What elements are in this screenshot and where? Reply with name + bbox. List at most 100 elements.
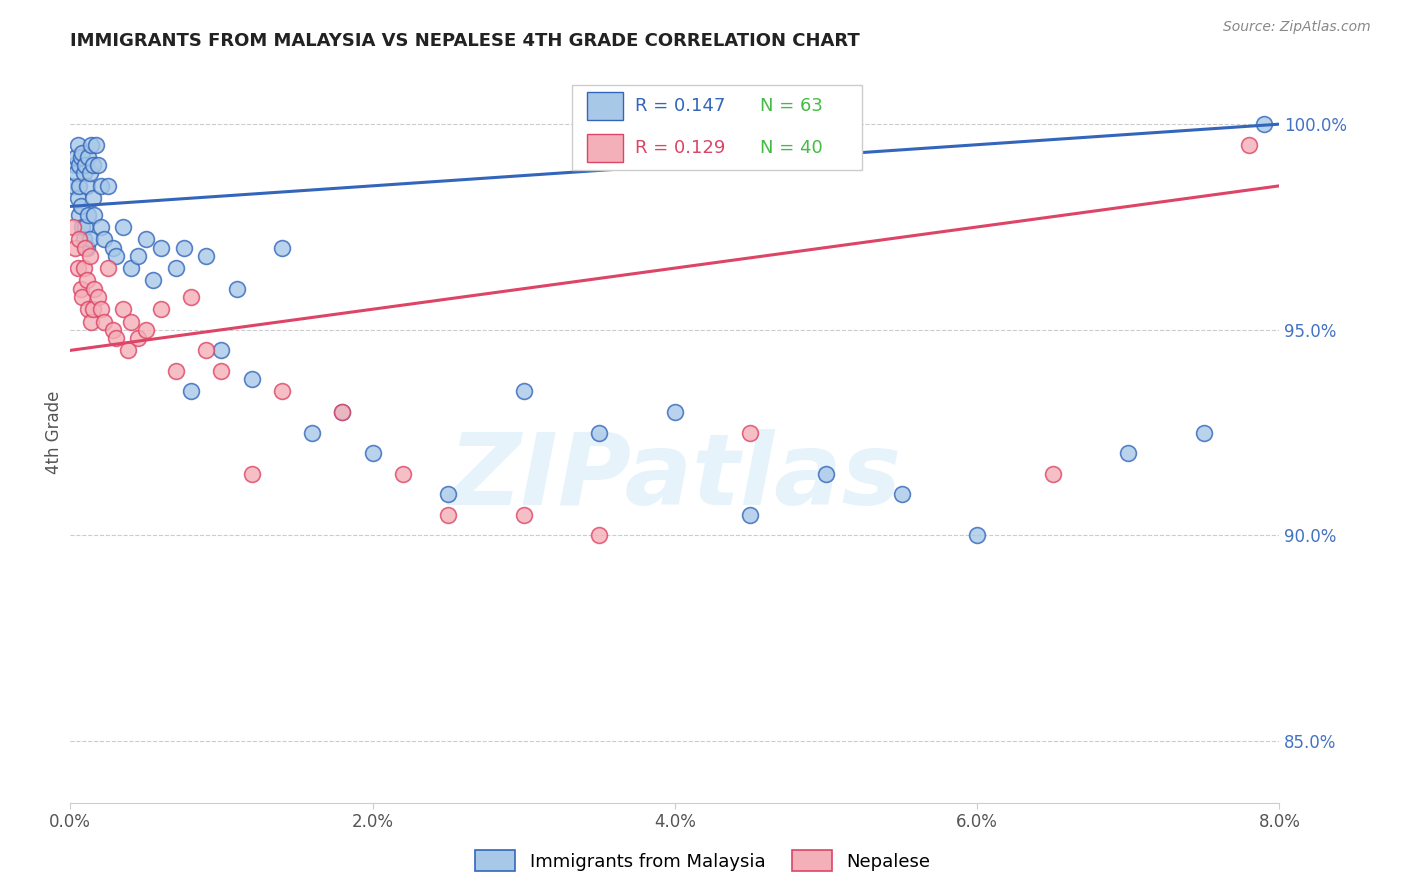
Point <box>135 232 157 246</box>
Point <box>73 166 96 180</box>
Point <box>101 323 124 337</box>
Point <box>332 405 354 419</box>
Point <box>270 384 294 399</box>
Point <box>90 219 111 234</box>
Point <box>1239 137 1261 152</box>
Text: Source: ZipAtlas.com: Source: ZipAtlas.com <box>1223 20 1371 34</box>
Point <box>150 302 172 317</box>
Point <box>127 249 149 263</box>
Point <box>1042 467 1064 481</box>
Point <box>112 219 135 234</box>
FancyBboxPatch shape <box>586 135 623 162</box>
Point <box>65 150 87 164</box>
Point <box>75 240 97 254</box>
Point <box>70 282 93 296</box>
Point <box>664 405 686 419</box>
Point <box>513 508 536 522</box>
Point <box>75 219 97 234</box>
Point <box>66 261 89 276</box>
Legend: Immigrants from Malaysia, Nepalese: Immigrants from Malaysia, Nepalese <box>468 843 938 879</box>
Point <box>63 158 86 172</box>
Point <box>79 166 101 180</box>
Point <box>104 331 127 345</box>
Point <box>82 302 104 317</box>
Point <box>86 290 108 304</box>
Point <box>270 240 294 254</box>
Point <box>513 384 536 399</box>
Point <box>588 425 610 440</box>
Point <box>67 158 90 172</box>
Point <box>70 150 93 164</box>
Point <box>72 219 94 234</box>
Point <box>77 302 100 317</box>
FancyBboxPatch shape <box>586 92 623 120</box>
Point <box>165 261 187 276</box>
Point <box>195 343 218 358</box>
Text: ZIPatlas: ZIPatlas <box>449 428 901 525</box>
Point <box>966 528 988 542</box>
Point <box>211 343 233 358</box>
Point <box>104 249 127 263</box>
Point <box>890 487 912 501</box>
Point <box>77 150 100 164</box>
Point <box>76 273 98 287</box>
Point <box>65 166 87 180</box>
Point <box>180 384 202 399</box>
Point <box>240 372 263 386</box>
Point <box>301 425 323 440</box>
Point <box>195 249 218 263</box>
Point <box>112 302 135 317</box>
Point <box>70 199 93 213</box>
Point <box>73 261 96 276</box>
Point <box>62 219 84 234</box>
Point <box>80 314 103 328</box>
Point <box>97 261 120 276</box>
Point <box>76 178 98 193</box>
Point <box>67 208 90 222</box>
Point <box>62 178 84 193</box>
Point <box>90 178 111 193</box>
Point <box>240 467 263 481</box>
Point <box>63 240 86 254</box>
Point <box>82 158 104 172</box>
Point <box>90 302 111 317</box>
Point <box>93 314 115 328</box>
Point <box>79 232 101 246</box>
Point <box>1253 117 1275 131</box>
FancyBboxPatch shape <box>572 85 862 169</box>
Point <box>740 508 762 522</box>
Point <box>1118 446 1140 460</box>
Point <box>361 446 384 460</box>
Point <box>332 405 354 419</box>
Point <box>225 282 247 296</box>
Y-axis label: 4th Grade: 4th Grade <box>45 391 63 475</box>
Text: R = 0.129: R = 0.129 <box>636 139 725 157</box>
Point <box>83 208 105 222</box>
Point <box>1192 425 1215 440</box>
Point <box>67 232 90 246</box>
Point <box>180 290 202 304</box>
Text: N = 63: N = 63 <box>759 96 823 115</box>
Point <box>120 261 142 276</box>
Point <box>135 323 157 337</box>
Point <box>77 208 100 222</box>
Point <box>740 425 762 440</box>
Point <box>165 364 187 378</box>
Point <box>437 508 460 522</box>
Point <box>72 145 94 160</box>
Point <box>72 290 94 304</box>
Point <box>101 240 124 254</box>
Point <box>80 137 103 152</box>
Point <box>150 240 172 254</box>
Point <box>86 158 108 172</box>
Point <box>83 282 105 296</box>
Text: R = 0.147: R = 0.147 <box>636 96 725 115</box>
Point <box>815 467 838 481</box>
Point <box>66 137 89 152</box>
Point <box>117 343 139 358</box>
Point <box>67 178 90 193</box>
Point <box>73 232 96 246</box>
Point <box>588 528 610 542</box>
Point <box>76 240 98 254</box>
Point <box>392 467 415 481</box>
